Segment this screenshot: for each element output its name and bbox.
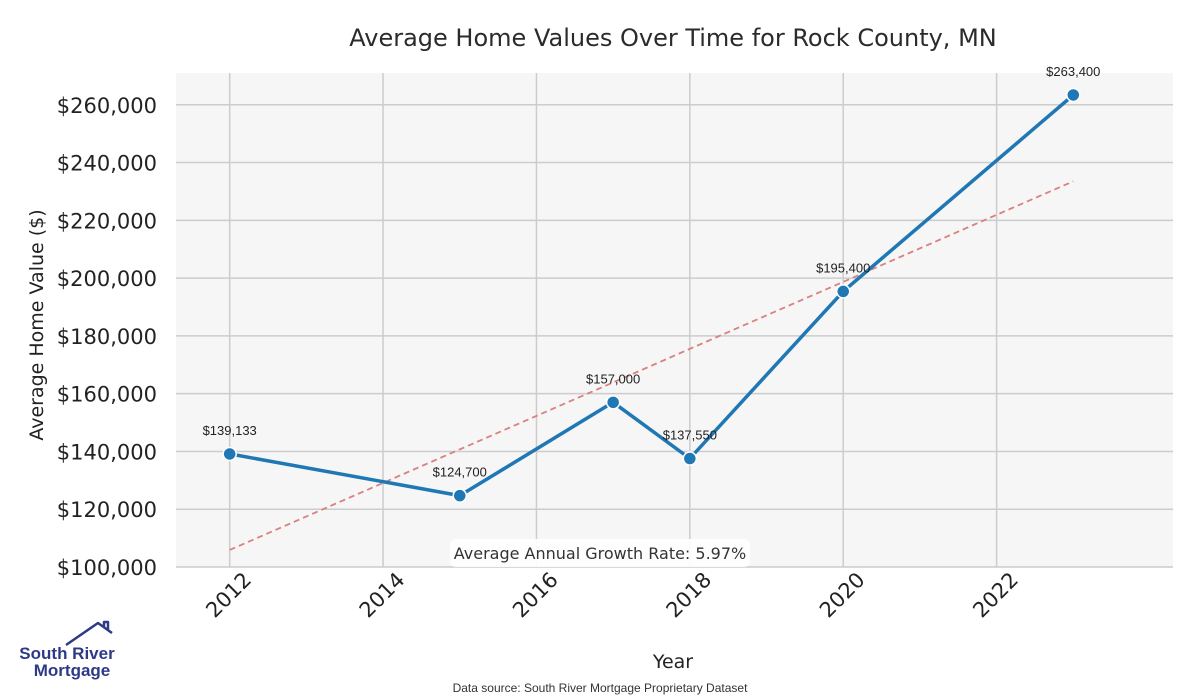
x-axis-label: Year — [652, 651, 693, 673]
y-axis-ticks: $100,000 $120,000 $140,000 $160,000 $180,000… — [57, 94, 157, 580]
y-tick-label: $140,000 — [57, 440, 157, 464]
data-point — [835, 284, 851, 299]
home-value-line — [229, 93, 1075, 498]
data-label: $157,000 — [586, 371, 640, 386]
data-point — [605, 395, 621, 410]
data-labels: $139,133 $124,700 $157,000 $137,550 $195,400… — [203, 64, 1101, 480]
trend-line — [229, 180, 1074, 551]
data-label: $137,550 — [663, 428, 717, 443]
y-tick-label: $220,000 — [57, 209, 157, 233]
series-layer — [222, 87, 1081, 551]
growth-rate-annotation: Average Annual Growth Rate: 5.97% — [450, 539, 750, 567]
data-label: $124,700 — [433, 465, 487, 480]
data-label: $139,133 — [203, 423, 257, 438]
gridlines — [176, 73, 1173, 568]
annotation-box — [450, 539, 750, 567]
y-tick-label: $240,000 — [57, 152, 157, 176]
data-point — [452, 488, 468, 503]
y-axis-label: Average Home Value ($) — [26, 209, 48, 440]
logo-line-2: Mortgage — [34, 661, 111, 680]
y-tick-label: $260,000 — [57, 94, 157, 118]
y-tick-label: $120,000 — [57, 498, 157, 522]
data-label: $263,400 — [1046, 64, 1100, 79]
y-tick-label: $200,000 — [57, 267, 157, 291]
data-source-note: Data source: South River Mortgage Propri… — [453, 681, 748, 695]
annotation-text: Average Annual Growth Rate: 5.97% — [454, 544, 746, 563]
x-tick-label: 2012 — [201, 568, 256, 623]
x-axis-ticks: 2012 2014 2016 2018 2020 2022 — [201, 568, 1023, 623]
y-tick-label: $160,000 — [57, 383, 157, 407]
x-tick-label: 2022 — [968, 568, 1023, 623]
house-roof-icon — [65, 620, 113, 647]
logo-line-1: South River — [19, 644, 115, 663]
x-tick-label: 2018 — [662, 568, 717, 623]
data-point — [222, 446, 237, 462]
x-tick-label: 2014 — [355, 568, 410, 623]
x-tick-label: 2016 — [508, 568, 563, 623]
data-label: $195,400 — [816, 260, 870, 275]
company-logo: South River Mortgage — [19, 620, 115, 680]
chart-title: Average Home Values Over Time for Rock C… — [349, 24, 996, 52]
x-tick-label: 2020 — [815, 568, 870, 623]
data-point — [1066, 87, 1081, 103]
y-tick-label: $100,000 — [57, 556, 157, 580]
plot-area — [176, 73, 1173, 567]
y-tick-label: $180,000 — [57, 325, 157, 349]
data-point — [682, 451, 698, 466]
